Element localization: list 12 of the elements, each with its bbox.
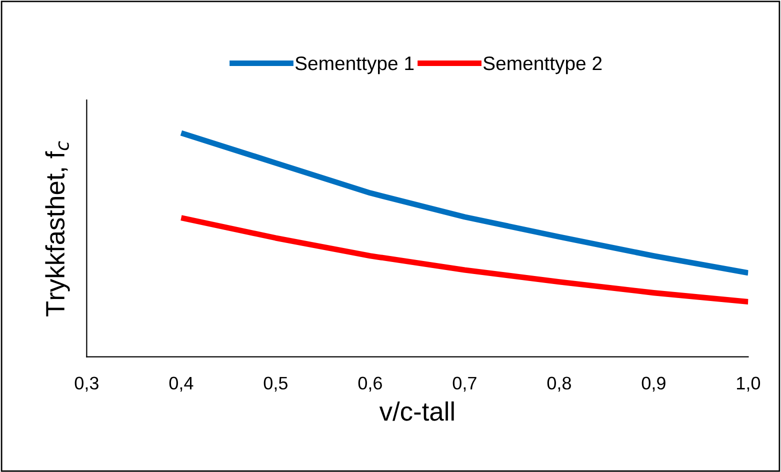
legend-label: Sementtype 2 <box>483 56 602 74</box>
x-tick-label: 0,5 <box>264 376 288 392</box>
x-tick-label: 0,4 <box>169 376 194 392</box>
x-tick-label: 0,9 <box>642 376 666 392</box>
x-tick-label: 0,6 <box>358 376 382 392</box>
x-tick-label: 1,0 <box>737 376 760 392</box>
legend-label: Sementtype 1 <box>295 56 414 74</box>
y-axis-title: Trykkfasthet, f$_{c}$ <box>45 141 70 316</box>
x-axis-title: v/c-tall <box>379 401 454 421</box>
x-tick-label: 0,3 <box>74 376 98 392</box>
x-tick-label: 0,7 <box>452 376 476 392</box>
x-tick-label: 0,8 <box>547 376 571 392</box>
